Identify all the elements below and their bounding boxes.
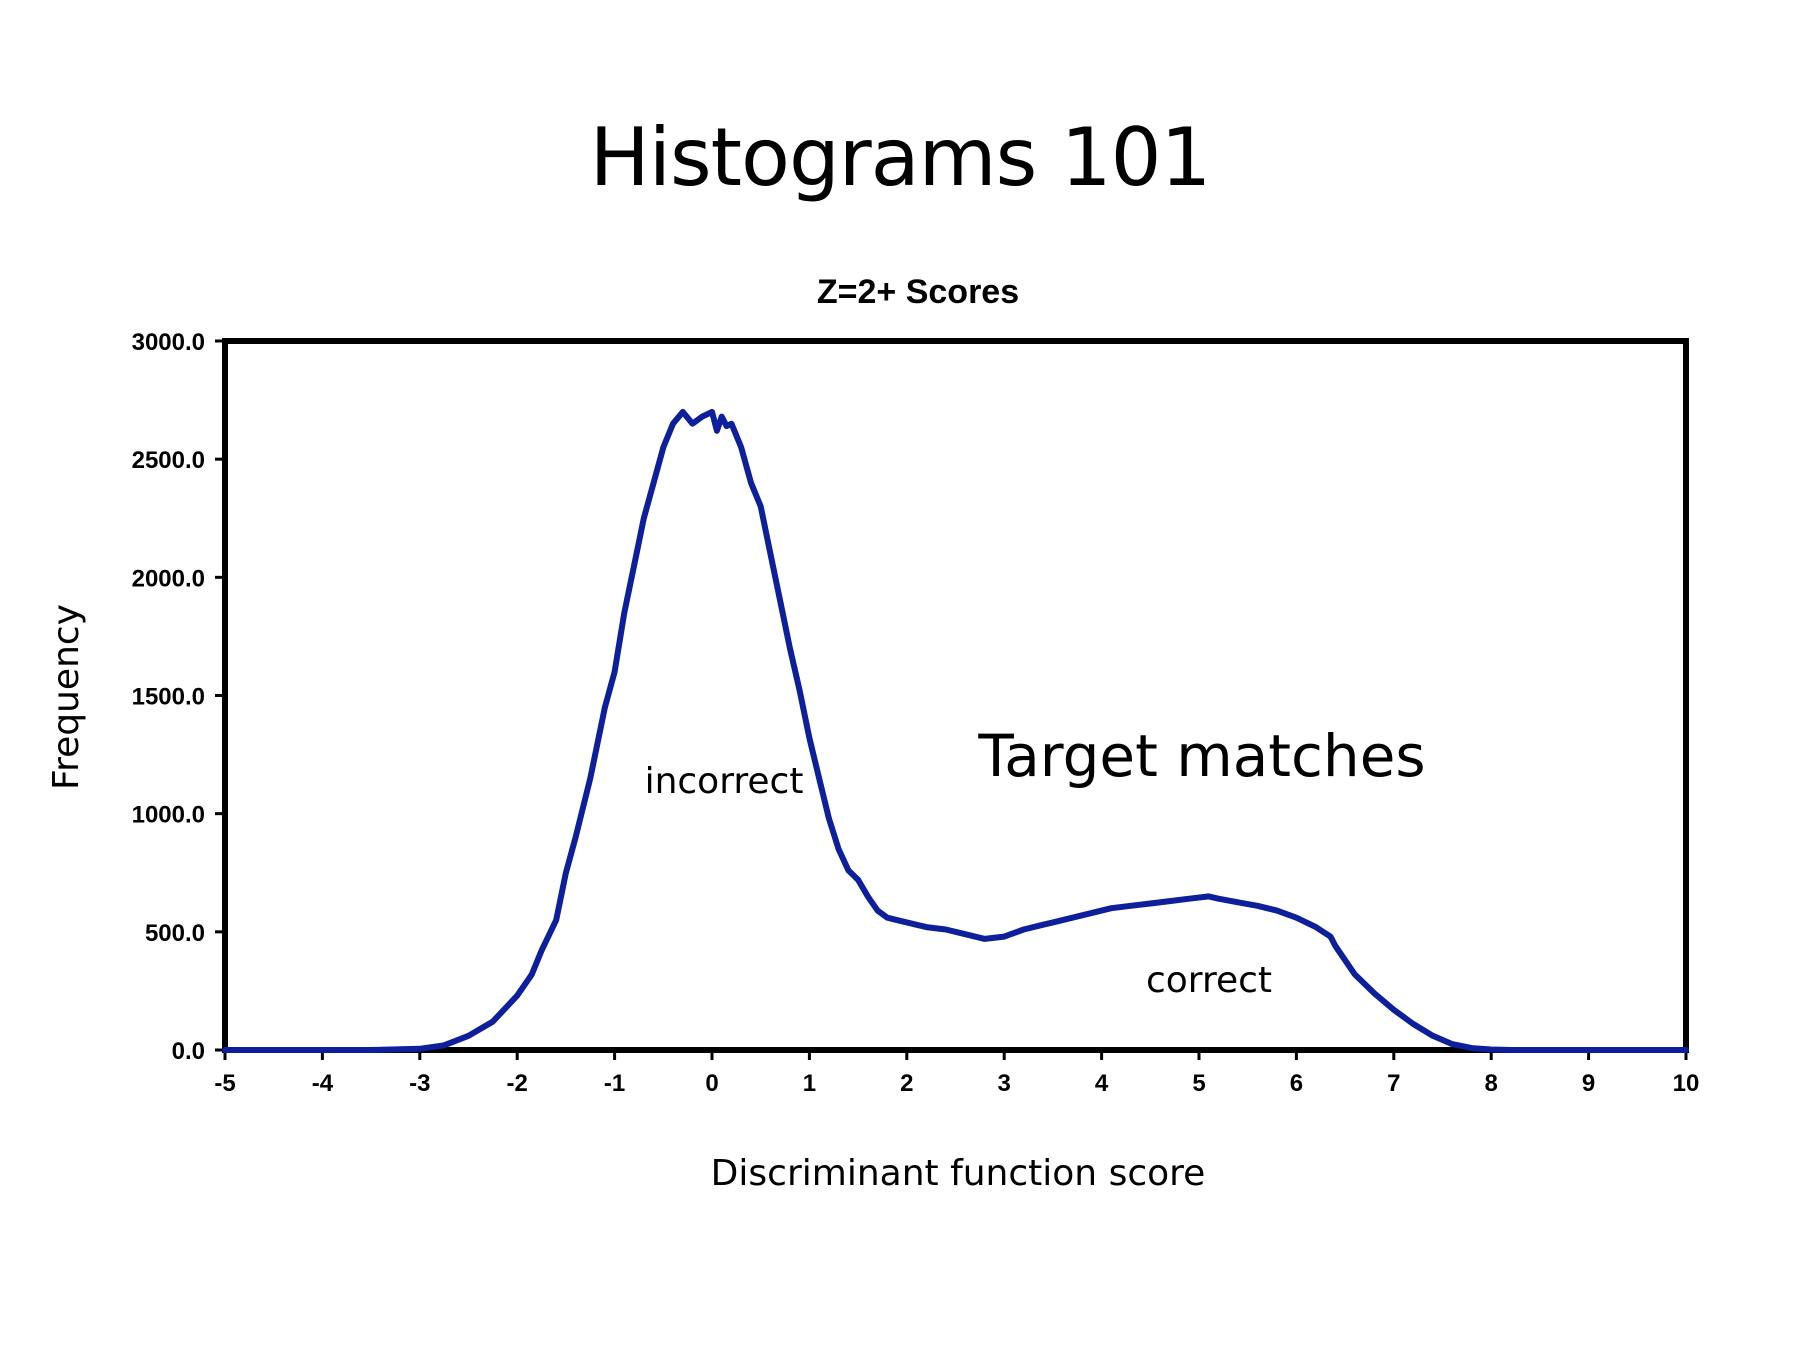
x-tick-label: -3: [409, 1070, 430, 1097]
chart-title: Z=2+ Scores: [817, 273, 1019, 311]
y-tick-label: 3000.0: [132, 329, 205, 356]
annotation-target-matches: Target matches: [977, 722, 1425, 790]
x-tick-label: 1: [803, 1070, 816, 1097]
x-tick-label: 0: [705, 1070, 718, 1097]
x-tick-label: 2: [900, 1070, 913, 1097]
y-tick-label: 2500.0: [132, 447, 205, 474]
x-tick-label: 8: [1485, 1070, 1498, 1097]
x-tick-label: -1: [604, 1070, 625, 1097]
x-tick-label: 3: [998, 1070, 1011, 1097]
y-tick-label: 1000.0: [132, 802, 205, 829]
x-tick-label: 10: [1673, 1070, 1700, 1097]
frequency-series-line: [222, 408, 1689, 1053]
y-tick-label: 0.0: [172, 1038, 205, 1065]
annotation-correct: correct: [1146, 960, 1272, 1001]
y-tick-labels: 0.0 500.0 1000.0 1500.0 2000.0 2500.0 3000.0: [132, 329, 205, 1065]
x-axis-label: Discriminant function score: [711, 1153, 1206, 1194]
y-tick-label: 1500.0: [132, 684, 205, 711]
x-tick-label: 9: [1582, 1070, 1595, 1097]
plot-frame: [222, 338, 1689, 1053]
axis-ticks: [215, 339, 1688, 1060]
y-axis-label: Frequency: [46, 604, 87, 790]
x-tick-label: -5: [214, 1070, 235, 1097]
x-tick-label: 4: [1095, 1070, 1109, 1097]
x-tick-label: 6: [1290, 1070, 1303, 1097]
annotation-incorrect: incorrect: [645, 761, 804, 802]
x-tick-labels: -5 -4 -3 -2 -1 0 1 2 3 4 5 6 7 8 9 10: [214, 1070, 1699, 1097]
x-tick-label: 7: [1387, 1070, 1400, 1097]
x-tick-label: -2: [507, 1070, 528, 1097]
x-tick-label: -4: [312, 1070, 334, 1097]
slide-title: Histograms 101: [589, 111, 1212, 204]
y-tick-label: 500.0: [145, 920, 205, 947]
y-tick-label: 2000.0: [132, 565, 205, 592]
x-tick-label: 5: [1192, 1070, 1205, 1097]
